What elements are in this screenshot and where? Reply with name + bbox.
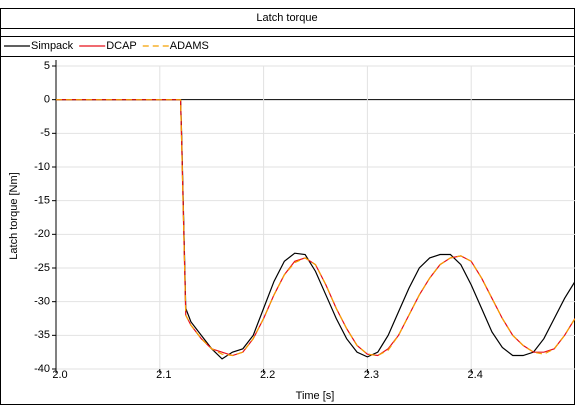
- y-tick-label: -15: [34, 195, 50, 207]
- frame: [0, 8, 575, 405]
- y-tick-label: 5: [44, 60, 50, 72]
- x-tick-label: 2.3: [364, 369, 379, 381]
- y-tick-label: -40: [34, 363, 50, 375]
- series-line: [56, 99, 575, 357]
- y-tick-label: -10: [34, 161, 50, 173]
- y-tick-label: -5: [40, 127, 50, 139]
- y-tick-label: 0: [44, 94, 50, 106]
- legend-label: DCAP: [106, 40, 137, 52]
- series-line: [56, 99, 575, 357]
- y-tick-label: -35: [34, 329, 50, 341]
- y-axis-label: Latch torque [Nm]: [8, 172, 20, 259]
- x-tick-label: 2.0: [52, 369, 67, 381]
- y-tick-label: -30: [34, 296, 50, 308]
- series-line: [56, 99, 575, 360]
- chart-title: Latch torque: [256, 12, 317, 24]
- legend-label: ADAMS: [170, 40, 209, 52]
- x-tick-label: 2.1: [156, 369, 171, 381]
- y-tick-label: -20: [34, 228, 50, 240]
- x-axis-label: Time [s]: [296, 390, 335, 402]
- y-tick-label: -25: [34, 262, 50, 274]
- legend-label: Simpack: [31, 40, 74, 52]
- x-tick-label: 2.4: [468, 369, 483, 381]
- x-tick-label: 2.2: [260, 369, 275, 381]
